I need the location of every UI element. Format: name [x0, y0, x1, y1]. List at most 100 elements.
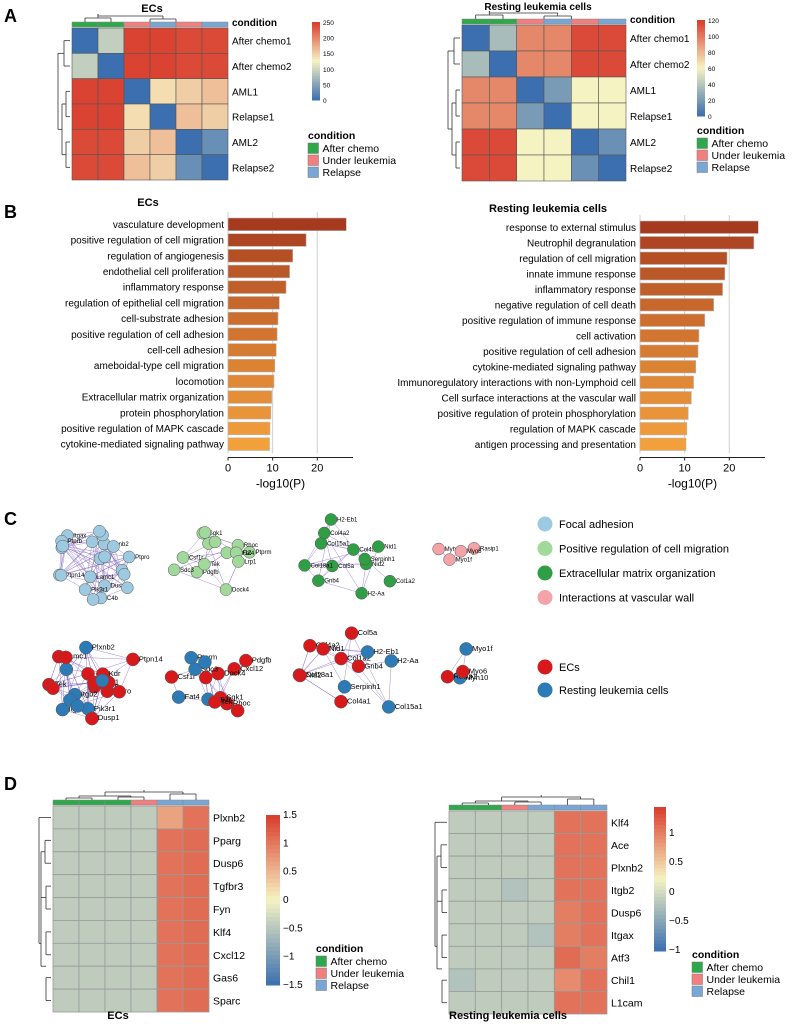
heatmap-row-label: Relapse1	[630, 112, 673, 123]
bar-category-label: positive regulation of cell migration	[71, 236, 224, 247]
heatmap-cell	[52, 965, 80, 990]
network-node	[337, 680, 352, 694]
color-scale-step	[312, 47, 320, 50]
color-scale-step	[266, 976, 280, 982]
heatmap-row-label: Klf4	[611, 817, 629, 829]
bar-category-label: ameboidal-type cell migration	[94, 361, 224, 372]
heatmap-row-label: Relapse2	[232, 163, 275, 174]
heatmap-cell	[598, 154, 627, 182]
color-scale-step	[697, 34, 705, 38]
network-node	[198, 526, 212, 539]
color-scale-step	[266, 900, 280, 905]
color-scale-tick: 0	[708, 114, 712, 121]
heatmap-cell	[201, 129, 229, 155]
condition-annotation-cell	[527, 804, 555, 811]
bar	[227, 264, 290, 279]
color-scale-step	[266, 925, 280, 931]
heatmap-cell	[156, 942, 184, 967]
color-scale-step	[266, 929, 280, 935]
color-scale-step	[697, 84, 705, 88]
condition-annotation-cell	[571, 18, 599, 25]
network-node	[54, 568, 68, 582]
network-edge	[92, 558, 101, 600]
network-node-label: Rhoc	[244, 543, 258, 549]
bar-category-label: vasculature development	[113, 220, 224, 231]
network-node-label: Tek	[221, 697, 233, 706]
color-scale-tick: 250	[323, 20, 334, 27]
color-scale-step	[266, 849, 280, 854]
legend-swatch	[696, 161, 708, 173]
color-scale-step	[697, 111, 705, 115]
network-legend-label: Interactions at vascular wall	[559, 593, 694, 605]
color-scale-step	[654, 897, 666, 902]
bar-category-label: positive regulation of protein phosphory…	[438, 409, 636, 420]
network-node	[70, 699, 85, 713]
heatmap-cell	[104, 988, 132, 1013]
heatmap-cell	[104, 828, 132, 853]
bar-category-label: Extracellular matrix organization	[82, 393, 224, 404]
heatmap-row-label: AML1	[630, 86, 657, 97]
legend-dot	[537, 659, 553, 675]
legend-swatch	[315, 979, 327, 991]
heatmap-cell	[97, 27, 125, 54]
heatmap-cell	[149, 78, 177, 105]
network-node	[79, 640, 93, 655]
color-scale: 1.5 1 0.5 0 −0.5 −1 −1.5	[266, 810, 303, 991]
heatmap-cell	[598, 24, 627, 52]
color-scale-tick: −1.5	[283, 980, 303, 991]
color-scale-step	[312, 92, 320, 95]
network-node-label: Pik3r1	[94, 704, 115, 713]
heatmap-cell	[501, 900, 529, 925]
color-scale-step	[312, 22, 320, 25]
panel-label-a: A	[4, 6, 17, 26]
legend-label: After chemo	[712, 138, 769, 150]
heatmap-cell	[553, 810, 582, 834]
bar-category-label: regulation of epithelial cell migration	[65, 298, 224, 309]
network-node	[351, 659, 366, 674]
network-node	[98, 579, 111, 592]
color-scale-step	[266, 934, 280, 939]
heatmap-cell	[527, 900, 555, 925]
color-scale-step	[697, 70, 705, 74]
bar	[639, 251, 728, 265]
color-scale-step	[697, 32, 705, 35]
bar-category-label: positive regulation of immune response	[462, 316, 636, 327]
heatmap-cell	[182, 988, 210, 1013]
network-node	[208, 535, 222, 549]
bar-category-label: locomotion	[176, 377, 224, 388]
color-scale-step	[697, 63, 705, 67]
legend-title: condition	[308, 130, 355, 142]
color-scale-step	[312, 49, 320, 52]
color-scale-step	[654, 821, 666, 826]
network-node	[59, 662, 74, 677]
condition-annotation-cell	[97, 21, 125, 28]
heatmap-cell	[571, 102, 599, 130]
color-scale-step	[654, 846, 666, 851]
heatmap-cell	[201, 78, 229, 105]
bar-category-label: negative regulation of cell death	[495, 300, 636, 311]
color-scale-step	[654, 943, 666, 948]
heatmap-cell	[130, 920, 158, 944]
color-scale-step	[654, 814, 666, 819]
bar	[227, 343, 277, 357]
color-scale-step	[654, 922, 666, 927]
condition-annotation-label: condition	[232, 18, 277, 29]
heatmap-cell	[501, 923, 529, 947]
network-node	[190, 565, 204, 579]
heatmap-cell	[52, 805, 80, 830]
heatmap-cell	[97, 154, 125, 181]
color-scale-step	[312, 86, 320, 89]
bar-category-label: cell-substrate adhesion	[121, 314, 224, 325]
network-edge	[388, 660, 392, 707]
bar-category-label: regulation of angiogenesis	[107, 251, 224, 262]
heatmap-cell	[474, 855, 503, 880]
heatmap-cell	[553, 968, 582, 992]
color-scale-step	[697, 22, 705, 26]
color-scale-tick: 0.5	[283, 867, 297, 878]
heatmap-cell	[182, 897, 210, 921]
legend-label: Under leukemia	[331, 968, 405, 980]
bar	[639, 236, 755, 250]
network-node-label: Ptprb	[68, 539, 83, 545]
heatmap-cell	[149, 27, 177, 54]
